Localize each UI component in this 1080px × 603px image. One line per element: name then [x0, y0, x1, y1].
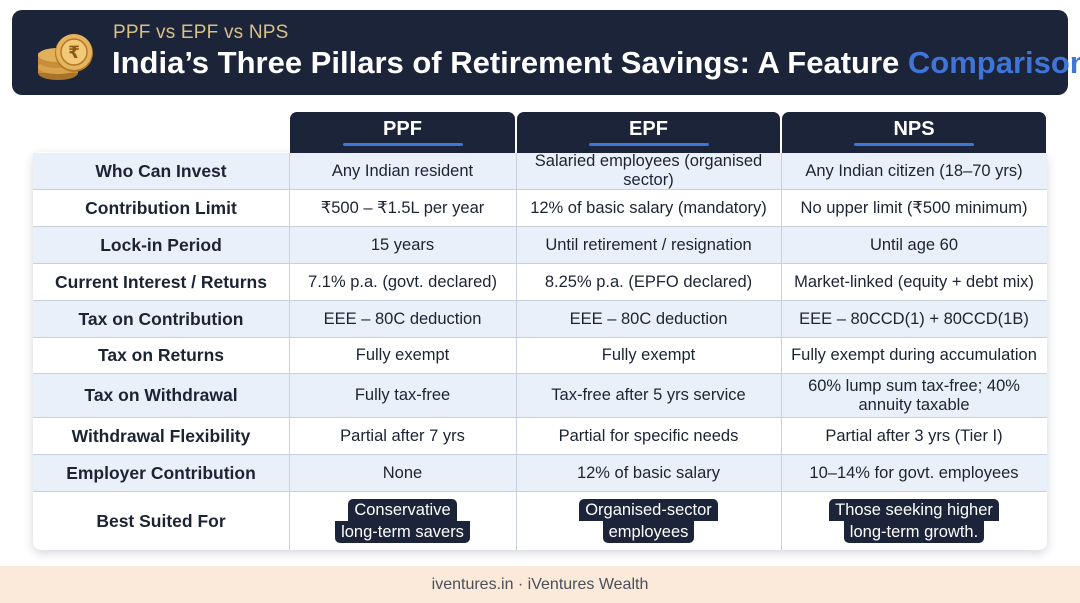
row-label: Contribution Limit [85, 197, 237, 218]
page-title: India’s Three Pillars of Retirement Savi… [112, 45, 1080, 81]
row-label: Lock-in Period [100, 234, 222, 255]
table-cell: Any Indian citizen (18–70 yrs) [805, 161, 1023, 180]
column-header-label: EPF [629, 118, 668, 140]
table-row: Employer Contribution None 12% of basic sa… [33, 455, 1047, 492]
footer: iventures.in · iVentures Wealth [0, 566, 1080, 603]
table-cell: 10–14% for govt. employees [809, 463, 1019, 482]
table-cell: Tax-free after 5 yrs service [551, 386, 746, 404]
table-cell: 60% lump sum tax-free; 40% annuity taxab… [808, 376, 1020, 414]
table-cell: 8.25% p.a. (EPFO declared) [544, 272, 753, 291]
table-row: Tax on Contribution EEE – 80C deduction EE… [33, 301, 1047, 338]
row-label: Best Suited For [96, 510, 226, 531]
table-row: Contribution Limit ₹500 – ₹1.5L per year 1… [33, 190, 1047, 227]
table-cell: Fully exempt during accumulation [791, 346, 1037, 364]
page-title-main: India’s Three Pillars of Retirement Savi… [112, 45, 908, 80]
table-cell: 7.1% p.a. (govt. declared) [308, 272, 497, 291]
best-suited-cell: Those seeking higher long-term growth. [781, 492, 1047, 550]
table-cell: 15 years [370, 235, 435, 254]
table-cell: 12% of basic salary (mandatory) [530, 198, 767, 217]
header-underline [854, 143, 974, 146]
best-suited-pill-line: Conservative [348, 499, 457, 521]
table-cell: Salaried employees (organised sector) [534, 152, 763, 189]
table-row: Lock-in Period 15 years Until retirement /… [33, 227, 1047, 264]
row-label: Employer Contribution [66, 462, 256, 483]
page-title-accent: Comparison [907, 45, 1080, 80]
row-label: Who Can Invest [95, 160, 227, 181]
column-header-label: PPF [383, 118, 422, 140]
table-row: Who Can Invest Any Indian resident Salarie… [33, 152, 1047, 190]
header-subtitle: PPF vs EPF vs NPS [113, 22, 289, 43]
best-suited-pill-line: long-term growth. [843, 521, 985, 543]
best-suited-pill-line: employees [602, 521, 695, 543]
column-divider [289, 153, 290, 550]
table-cell: Until retirement / resignation [545, 235, 752, 254]
row-label: Current Interest / Returns [55, 271, 267, 292]
best-suited-pill-line: Organised-sector [579, 499, 718, 521]
footer-text: iventures.in · iVentures Wealth [431, 575, 649, 593]
table-cell: Partial for specific needs [558, 426, 739, 445]
column-header-ppf: PPF [290, 112, 515, 153]
best-suited-pill-line: Those seeking higher [829, 499, 999, 521]
column-header-label: NPS [893, 118, 935, 140]
table-cell: Until age 60 [869, 235, 959, 254]
table-cell: Fully exempt [601, 346, 696, 364]
table-cell: Partial after 3 yrs (Tier I) [825, 426, 1003, 445]
column-header-epf: EPF [517, 112, 780, 153]
table-cell: Partial after 7 yrs [340, 426, 465, 445]
table-cell: 12% of basic salary [576, 463, 721, 482]
svg-text:₹: ₹ [68, 43, 80, 63]
table-cell: Fully exempt [355, 346, 450, 364]
table-row-best-suited: Best Suited For Conservative long-term sav… [33, 492, 1047, 550]
row-label: Tax on Contribution [78, 308, 244, 329]
column-divider [516, 153, 517, 550]
table-row: Current Interest / Returns 7.1% p.a. (gov… [33, 264, 1047, 301]
header-banner: ₹ PPF vs EPF vs NPS India’s Three Pillar… [12, 10, 1080, 95]
best-suited-cell: Organised-sector employees [516, 492, 781, 550]
table-cell: Any Indian resident [331, 161, 474, 180]
table-cell: None [382, 463, 423, 482]
table-row: Tax on Returns Fully exempt Fully exempt Fu… [33, 338, 1047, 374]
table-row: Tax on Withdrawal Fully tax-free Tax-free … [33, 374, 1047, 418]
best-suited-pill-line: long-term savers [335, 521, 470, 543]
row-label: Withdrawal Flexibility [71, 425, 251, 446]
header-underline [342, 143, 463, 146]
rupee-coins-icon: ₹ [38, 34, 93, 80]
best-suited-cell: Conservative long-term savers [289, 492, 516, 550]
table-cell: No upper limit (₹500 minimum) [800, 198, 1028, 217]
table-row: Withdrawal Flexibility Partial after 7 yr… [33, 418, 1047, 455]
table-cell: Market-linked (equity + debt mix) [794, 272, 1034, 291]
column-header-nps: NPS [782, 112, 1046, 153]
table-cell: EEE – 80C deduction [323, 309, 482, 328]
row-label: Tax on Returns [97, 345, 225, 365]
column-divider [781, 153, 782, 550]
table-cell: ₹500 – ₹1.5L per year [320, 198, 485, 217]
table-cell: Fully tax-free [354, 386, 451, 404]
table-cell: EEE – 80CCD(1) + 80CCD(1B) [799, 309, 1029, 328]
header-underline [588, 143, 709, 146]
table-cell: EEE – 80C deduction [569, 309, 728, 328]
row-label: Tax on Withdrawal [84, 385, 238, 405]
